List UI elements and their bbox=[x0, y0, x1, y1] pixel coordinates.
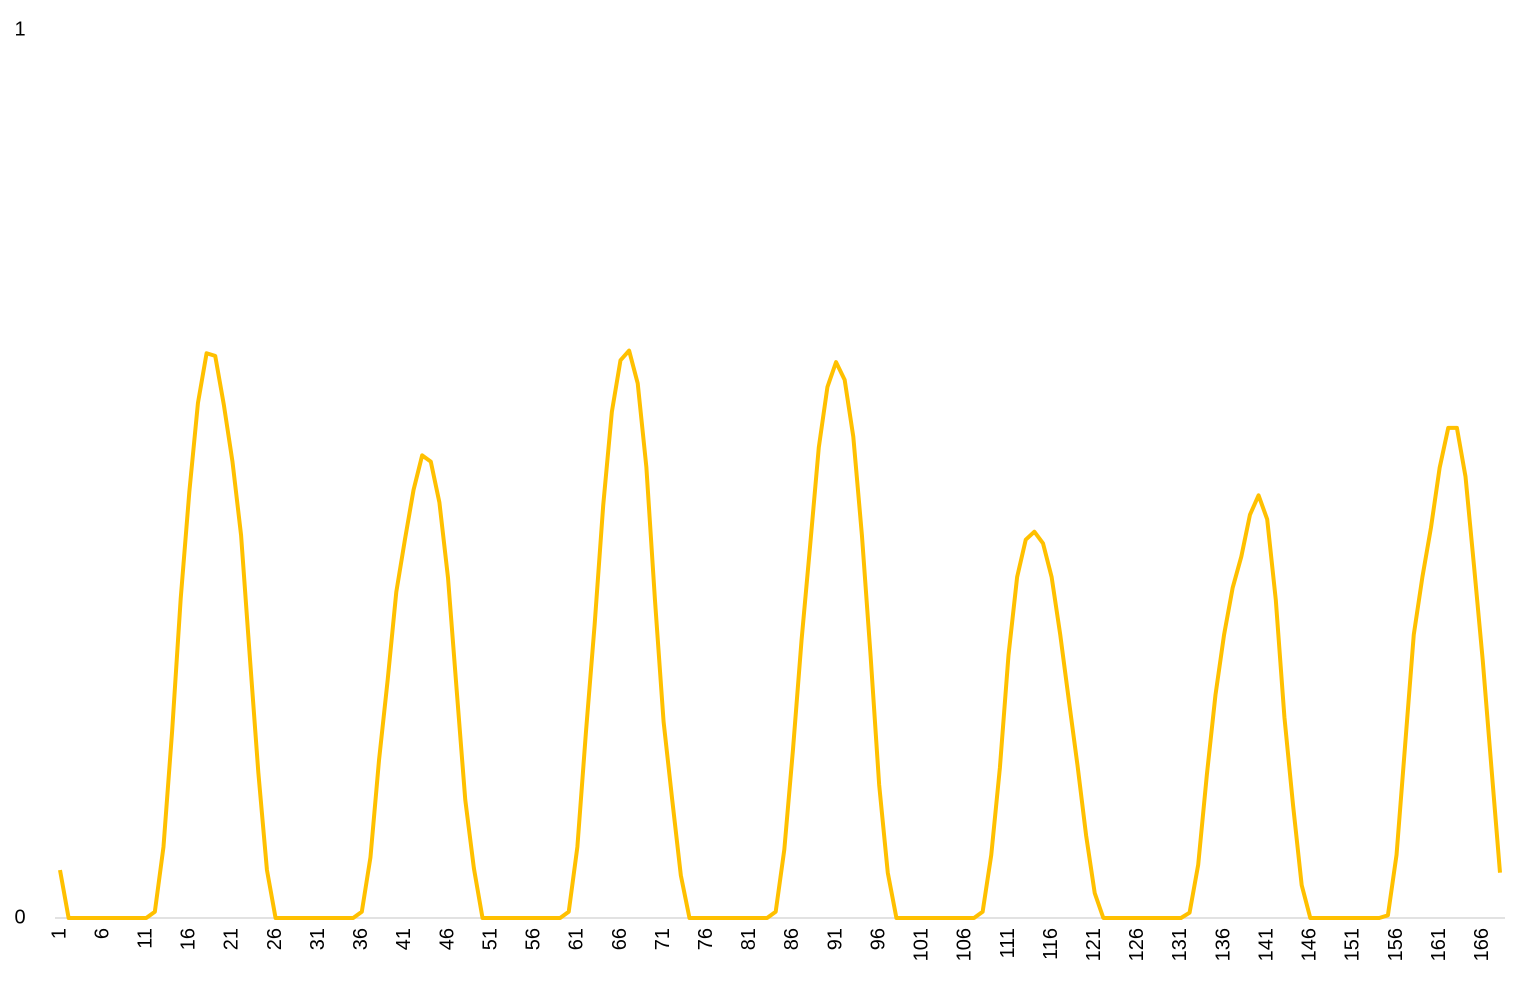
x-tick-label: 136 bbox=[1212, 928, 1234, 961]
x-tick-label: 121 bbox=[1083, 928, 1105, 961]
x-tick-label: 111 bbox=[997, 928, 1019, 958]
y-tick-label: 1 bbox=[14, 18, 25, 40]
x-tick-label: 71 bbox=[652, 928, 674, 950]
x-tick-label: 26 bbox=[264, 928, 286, 950]
x-tick-label: 86 bbox=[781, 928, 803, 950]
x-tick-label: 16 bbox=[178, 928, 200, 950]
x-tick-label: 61 bbox=[566, 928, 588, 950]
data-line bbox=[58, 348, 1502, 920]
x-tick-label: 151 bbox=[1342, 928, 1364, 961]
x-tick-label: 161 bbox=[1428, 928, 1450, 961]
x-tick-label: 146 bbox=[1299, 928, 1321, 961]
x-tick-label: 31 bbox=[307, 928, 329, 950]
x-tick-label: 101 bbox=[911, 928, 933, 961]
x-tick-label: 156 bbox=[1385, 928, 1407, 961]
x-tick-label: 1 bbox=[48, 928, 70, 939]
x-tick-label: 11 bbox=[135, 928, 157, 949]
x-tick-label: 166 bbox=[1471, 928, 1493, 961]
x-tick-label: 76 bbox=[695, 928, 717, 950]
x-tick-label: 141 bbox=[1255, 928, 1277, 961]
x-tick-label: 116 bbox=[1040, 928, 1062, 960]
x-tick-label: 56 bbox=[523, 928, 545, 950]
y-tick-label: 0 bbox=[14, 906, 25, 928]
x-tick-label: 41 bbox=[393, 928, 415, 950]
x-tick-label: 96 bbox=[867, 928, 889, 950]
x-tick-label: 36 bbox=[350, 928, 372, 950]
x-tick-label: 131 bbox=[1169, 928, 1191, 961]
x-tick-label: 126 bbox=[1126, 928, 1148, 961]
x-tick-label: 81 bbox=[738, 928, 760, 950]
x-tick-label: 51 bbox=[479, 928, 501, 950]
x-tick-label: 6 bbox=[91, 928, 113, 939]
x-tick-label: 91 bbox=[824, 928, 846, 950]
x-tick-label: 106 bbox=[954, 928, 976, 961]
x-tick-label: 46 bbox=[436, 928, 458, 950]
x-tick-label: 66 bbox=[609, 928, 631, 950]
x-tick-label: 21 bbox=[221, 928, 243, 950]
